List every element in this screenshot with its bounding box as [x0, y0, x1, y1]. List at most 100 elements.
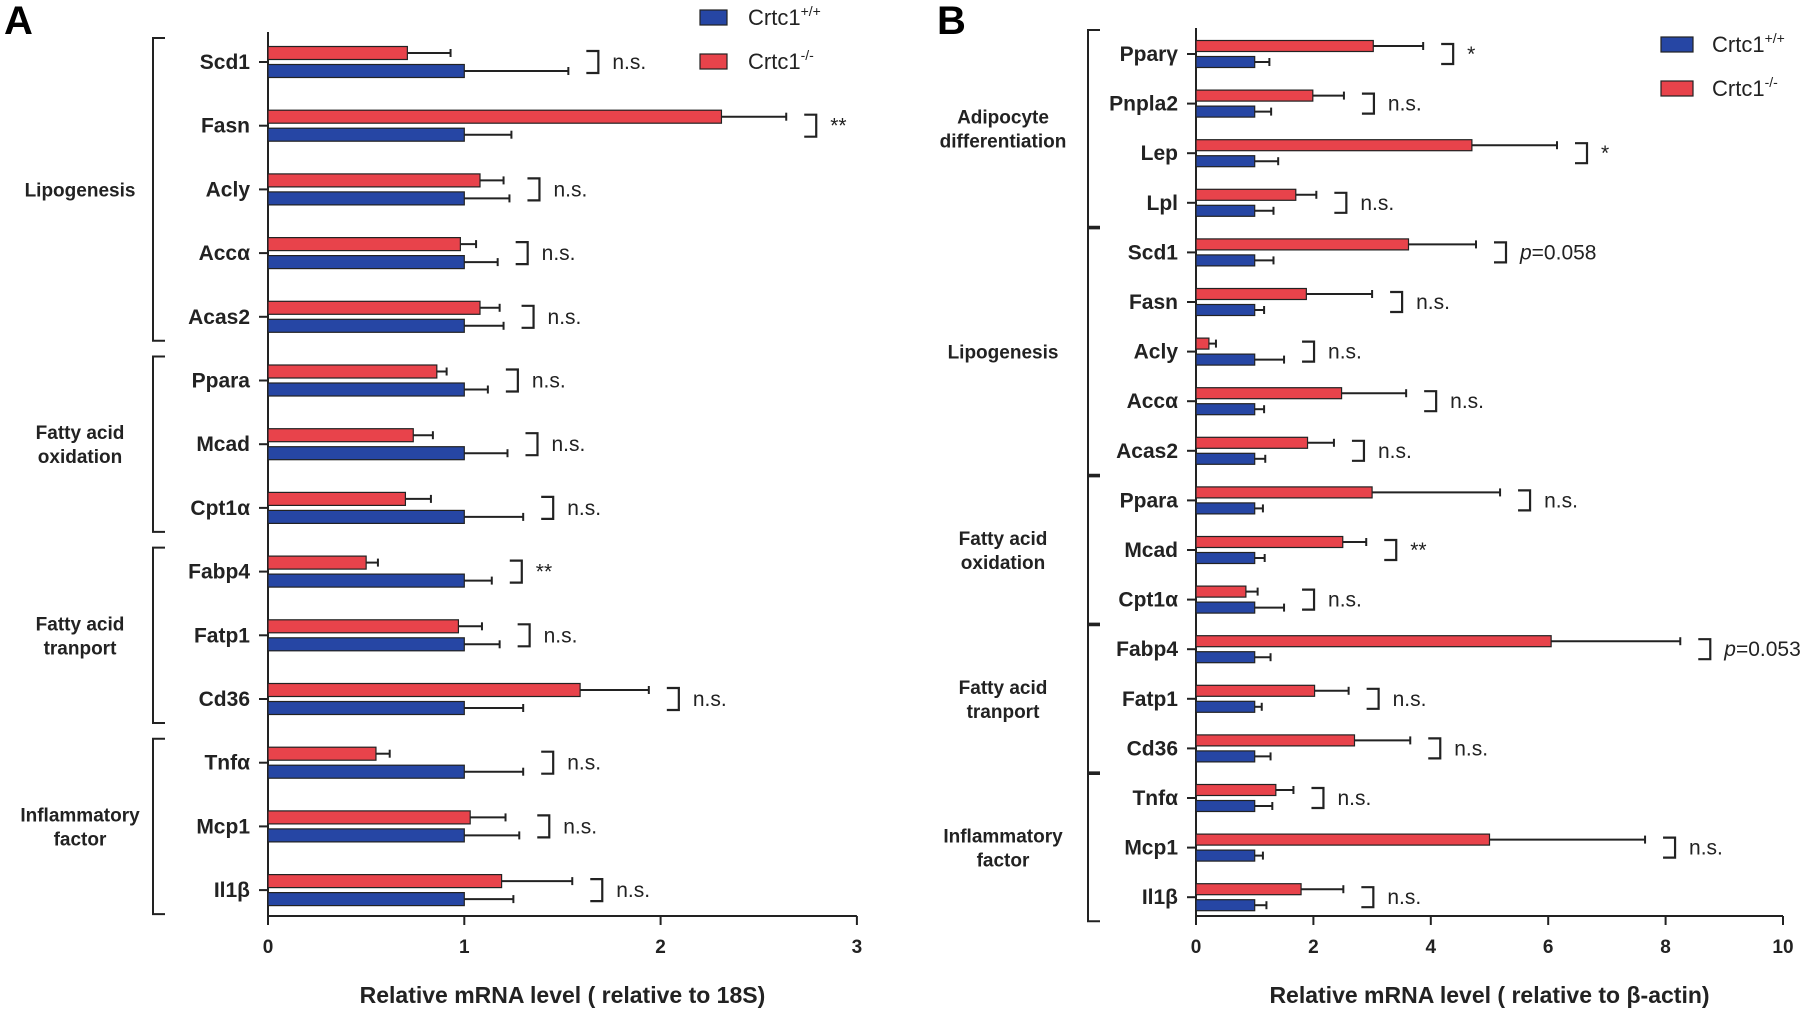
bar-wt [1195, 502, 1256, 515]
gene-label: Fasn [1129, 291, 1178, 314]
significance-label: n.s. [1388, 93, 1422, 116]
bar-ko [1195, 486, 1373, 499]
bar-wt [1195, 899, 1256, 912]
gene-label: Acly [1134, 341, 1179, 364]
group-bracket [152, 37, 165, 342]
bar-ko [1195, 635, 1552, 648]
x-tick-label: 4 [1426, 937, 1437, 958]
x-axis-title: Relative mRNA level ( relative to 18S) [360, 982, 766, 1008]
group-bracket [1087, 475, 1100, 625]
significance-label: n.s. [1328, 589, 1362, 612]
significance-label: n.s. [1544, 489, 1578, 512]
significance-bracket [1311, 786, 1325, 810]
bar-ko [1195, 89, 1314, 102]
significance-label: n.s. [551, 433, 585, 456]
group-label: tranport [44, 638, 118, 659]
significance-bracket [1518, 489, 1532, 512]
significance-bracket [1361, 92, 1376, 115]
bar-wt [1195, 452, 1256, 465]
bar-ko [1195, 783, 1277, 797]
bar-wt [1195, 601, 1256, 614]
gene-label: Il1β [1142, 886, 1178, 909]
bar-wt [1195, 750, 1256, 763]
bar-wt [267, 509, 465, 524]
group-label: Lipogenesis [948, 343, 1059, 364]
bar-ko [267, 810, 471, 825]
significance-label: n.s. [563, 815, 597, 838]
bar-wt [1195, 254, 1256, 267]
x-tick-label: 6 [1543, 937, 1554, 958]
bar-ko [267, 491, 407, 506]
gene-label: Lpl [1147, 192, 1179, 215]
significance-bracket [1390, 290, 1404, 314]
gene-label: Cd36 [199, 688, 250, 711]
group-label: factor [54, 829, 107, 850]
group-label: Adipocyte [957, 107, 1049, 128]
significance-bracket [1698, 638, 1712, 661]
group-label: tranport [967, 702, 1041, 723]
group-label: Fatty acid [36, 614, 125, 635]
significance-bracket [525, 432, 539, 457]
significance-bracket [590, 878, 604, 903]
significance-label: n.s. [616, 879, 650, 902]
group-label: Inflammatory [20, 805, 140, 826]
significance-label: ** [830, 115, 846, 138]
significance-bracket [1424, 390, 1438, 413]
significance-bracket [1351, 439, 1366, 462]
bar-wt [267, 382, 465, 397]
significance-label: n.s. [612, 51, 646, 74]
gene-label: Fabp4 [1116, 638, 1178, 661]
gene-label: Il1β [214, 879, 250, 902]
significance-label: n.s. [1328, 341, 1362, 364]
significance-bracket [1494, 241, 1508, 264]
panel-b: B 0 2 4 6 8 10 Relative mRNA level ( relative t… [937, 0, 1801, 1008]
bar-ko [1195, 387, 1343, 400]
bar-wt [267, 446, 465, 461]
x-tick-label: 0 [1191, 937, 1202, 958]
bar-ko [1195, 238, 1410, 251]
bar-wt [267, 828, 465, 843]
x-tick-label: 3 [852, 937, 863, 958]
bar-wt [1195, 849, 1256, 862]
gene-label: Tnfα [204, 752, 250, 775]
bar-ko [267, 619, 460, 634]
bar-wt [267, 637, 465, 652]
bar-wt [267, 318, 465, 333]
significance-label: n.s. [553, 178, 587, 201]
significance-label: * [1467, 43, 1475, 66]
group-bracket [1087, 773, 1100, 923]
group-bracket [1087, 227, 1100, 476]
gene-label: Accα [199, 242, 251, 265]
significance-bracket [1441, 42, 1455, 66]
x-tick-label: 8 [1660, 937, 1671, 958]
gene-label: Mcp1 [1124, 837, 1178, 860]
gene-label: Lep [1141, 142, 1178, 165]
panel-letter: B [937, 0, 966, 43]
group-label: Fatty acid [959, 529, 1048, 550]
legend-swatch [1660, 80, 1694, 97]
significance-bracket [1663, 836, 1677, 859]
significance-label: n.s. [1689, 837, 1723, 860]
legend-swatch [699, 53, 728, 70]
bar-wt [1195, 700, 1256, 713]
gene-label: Acly [206, 178, 251, 201]
bar-ko [267, 237, 461, 252]
gene-label: Cpt1α [1118, 589, 1178, 612]
bar-wt [267, 700, 465, 716]
gene-label: Pnpla2 [1109, 93, 1178, 116]
significance-bracket [666, 686, 680, 712]
significance-label: ** [536, 561, 552, 584]
x-tick-label: 2 [655, 937, 666, 958]
significance-label: n.s. [532, 370, 566, 393]
bar-wt [1195, 204, 1256, 217]
bar-ko [1195, 833, 1491, 846]
gene-label: Mcad [1124, 539, 1178, 562]
gene-label: Pparγ [1120, 43, 1179, 66]
bar-wt [1195, 303, 1256, 317]
x-axis-title: Relative mRNA level ( relative to β-acti… [1269, 982, 1709, 1008]
significance-bracket [1302, 340, 1316, 363]
significance-bracket [505, 368, 519, 393]
group-bracket [1087, 29, 1100, 228]
x-tick-label: 1 [459, 937, 470, 958]
gene-label: Mcp1 [196, 815, 250, 838]
